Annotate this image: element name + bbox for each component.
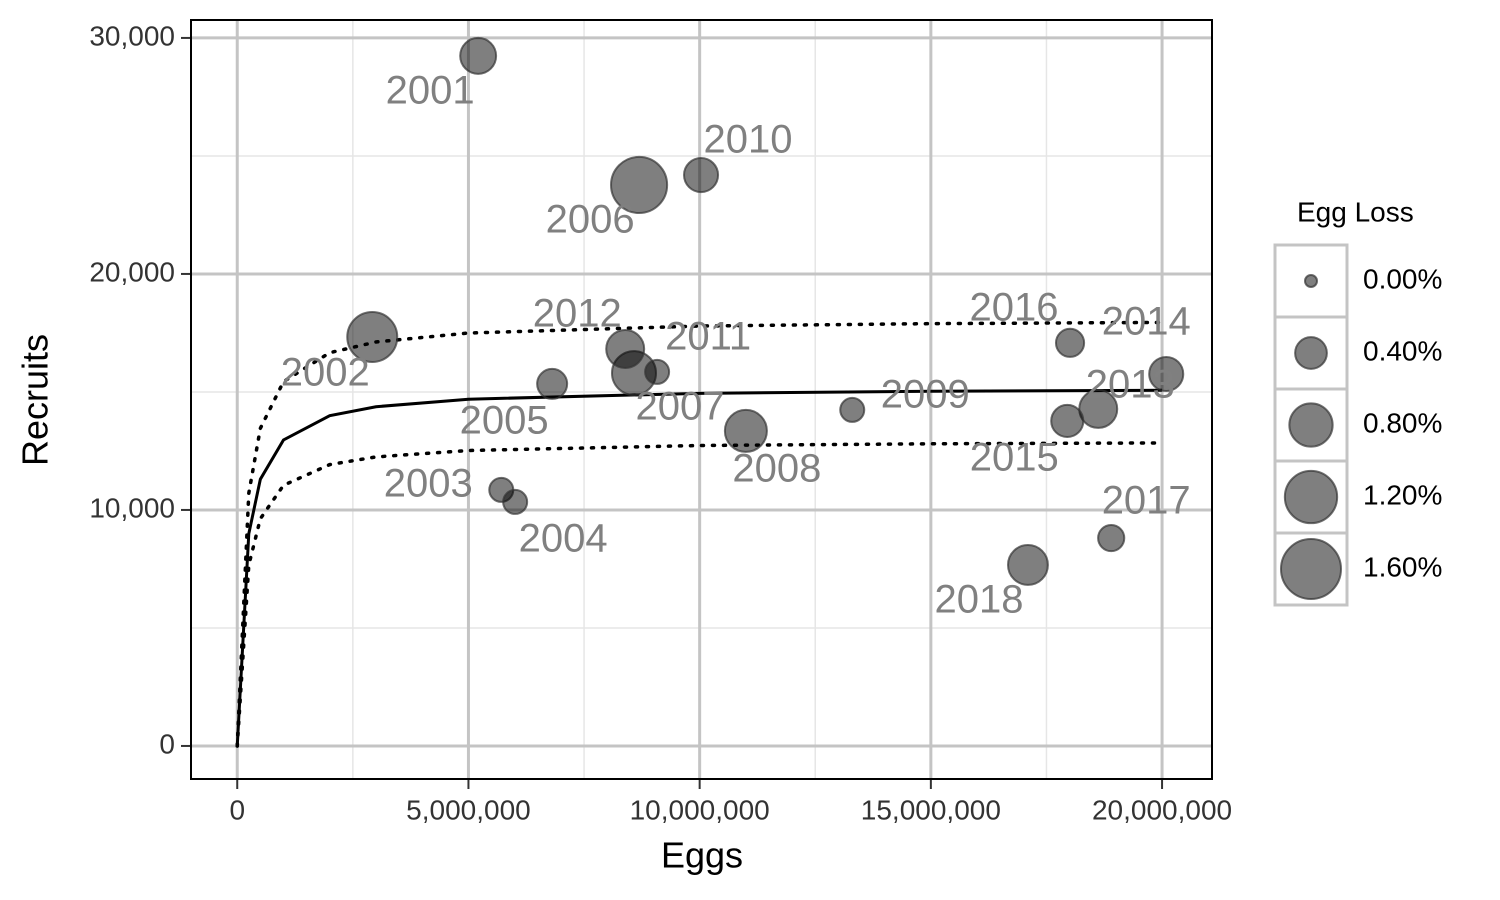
- point: [605, 329, 646, 369]
- point: [346, 310, 399, 363]
- point-label: 2003: [384, 461, 473, 505]
- point: [644, 358, 671, 385]
- point-label: 2001: [386, 68, 475, 112]
- point: [723, 408, 768, 453]
- point-label: 2002: [281, 351, 370, 395]
- legend-symbol: [1280, 538, 1342, 600]
- point-label: 2006: [546, 198, 635, 242]
- plot-border: [190, 19, 1213, 780]
- x-tick-label: 20,000,000: [1092, 794, 1232, 825]
- fit-line: [235, 441, 1164, 748]
- point: [1054, 327, 1086, 358]
- x-tick-label: 10,000,000: [630, 794, 770, 825]
- point: [459, 36, 498, 75]
- y-tick-label: 10,000: [89, 492, 175, 523]
- x-tick-label: 15,000,000: [861, 794, 1001, 825]
- fit-line: [235, 388, 1163, 747]
- y-axis-title: Recruits: [15, 334, 56, 466]
- point-label: 2004: [519, 516, 608, 560]
- point: [1007, 543, 1049, 586]
- legend-symbol: [1294, 336, 1328, 370]
- x-axis-title: Eggs: [661, 835, 743, 876]
- point-label: 2014: [1102, 300, 1191, 344]
- point-label: 2005: [460, 398, 549, 442]
- point-label: 2017: [1102, 479, 1191, 523]
- y-tick-label: 30,000: [89, 20, 175, 51]
- legend-symbol: [1283, 469, 1339, 525]
- y-tick-label: 20,000: [89, 256, 175, 287]
- x-tick-label: 0: [229, 794, 245, 825]
- point-label: 2016: [970, 285, 1059, 329]
- legend-label: 0.80%: [1363, 407, 1442, 438]
- x-tick-label: 5,000,000: [406, 794, 531, 825]
- y-tick-label: 0: [159, 728, 175, 759]
- legend-label: 0.00%: [1363, 263, 1442, 294]
- point-label: 2013: [1086, 363, 1175, 407]
- point-label: 2008: [732, 446, 821, 490]
- point: [1097, 523, 1126, 553]
- point: [839, 396, 866, 423]
- point-label: 2015: [970, 436, 1059, 480]
- point-label: 2011: [665, 314, 751, 358]
- point-label: 2010: [704, 118, 793, 162]
- legend-symbol: [1304, 274, 1318, 288]
- point: [683, 157, 720, 194]
- legend-label: 1.60%: [1363, 551, 1442, 582]
- legend-title: Egg Loss: [1297, 196, 1414, 227]
- point: [1148, 355, 1185, 393]
- legend-symbol: [1288, 402, 1334, 448]
- point-label: 2012: [533, 292, 622, 336]
- legend-label: 1.20%: [1363, 479, 1442, 510]
- point-label: 2007: [635, 385, 724, 429]
- point: [502, 488, 529, 515]
- point: [536, 367, 569, 400]
- point-label: 2009: [881, 372, 970, 416]
- point: [1050, 403, 1085, 439]
- point-label: 2018: [934, 578, 1023, 622]
- point: [610, 155, 669, 215]
- legend-label: 0.40%: [1363, 335, 1442, 366]
